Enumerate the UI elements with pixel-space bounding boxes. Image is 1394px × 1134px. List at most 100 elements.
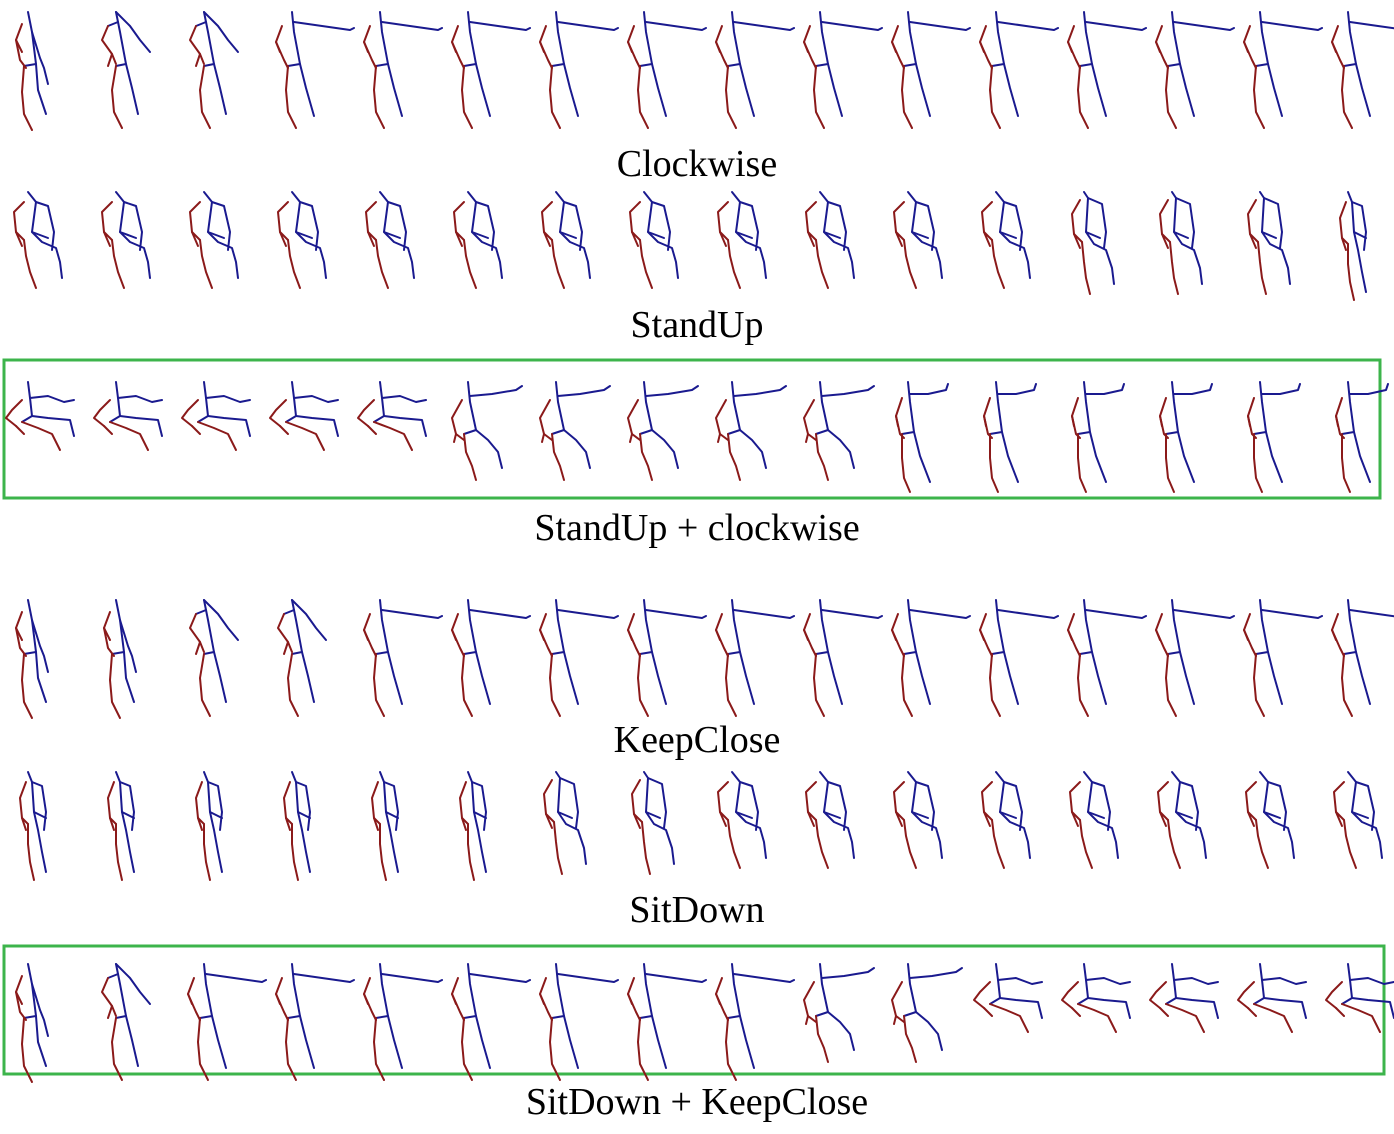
upper-body-limb <box>109 415 121 423</box>
skeleton-frame <box>101 191 151 289</box>
lower-limb <box>283 781 293 825</box>
lower-limb <box>895 231 903 247</box>
lower-limb <box>107 781 117 825</box>
upper-body-limb <box>1165 431 1179 435</box>
highlight-box <box>2 358 1382 500</box>
skeleton-frame <box>539 963 619 1081</box>
lower-limb <box>989 653 1001 717</box>
lower-limb <box>451 41 457 53</box>
upper-body-limb <box>735 231 753 239</box>
lower-limb <box>717 781 729 821</box>
lower-limb <box>727 433 741 481</box>
lower-limb <box>27 823 35 881</box>
lower-limb <box>1341 237 1347 251</box>
upper-body-limb <box>911 201 943 279</box>
upper-body-limb <box>469 973 531 983</box>
lower-limb <box>903 819 917 869</box>
upper-body-limb <box>551 63 565 67</box>
skeleton-frame <box>269 381 339 451</box>
upper-body-limb <box>119 619 135 703</box>
lower-limb <box>453 201 465 241</box>
upper-body-limb <box>375 63 389 67</box>
upper-body-limb <box>1263 781 1295 859</box>
skeleton-frame <box>893 771 943 869</box>
upper-body-limb <box>1173 197 1203 285</box>
upper-body-limb <box>645 973 707 983</box>
lower-limb <box>641 821 651 875</box>
lower-limb <box>1257 241 1267 295</box>
lower-limb <box>197 421 237 451</box>
upper-body-limb <box>375 1015 389 1019</box>
upper-body-limb <box>823 231 841 239</box>
lower-limb <box>715 399 729 441</box>
lower-limb <box>379 823 387 881</box>
skeleton-frame <box>891 11 971 129</box>
upper-body-limb <box>383 781 399 873</box>
lower-limb <box>633 813 641 829</box>
lower-limb <box>815 1015 829 1063</box>
upper-body-limb <box>209 811 223 819</box>
upper-body-limb <box>907 771 935 831</box>
upper-body-limb <box>27 381 75 437</box>
upper-body-limb <box>285 415 297 423</box>
upper-body-limb <box>991 63 1005 67</box>
skeleton-frame <box>1067 599 1147 717</box>
skeleton-frame <box>453 191 503 289</box>
lower-limb <box>545 813 553 829</box>
lower-limb <box>637 65 649 129</box>
lower-limb <box>1073 233 1081 249</box>
lower-limb <box>109 421 149 451</box>
upper-body-limb <box>639 429 653 435</box>
lower-limb <box>1071 811 1079 827</box>
lower-limb <box>1067 629 1073 641</box>
lower-limb <box>1247 199 1259 243</box>
lower-limb <box>291 823 299 881</box>
upper-body-limb <box>1351 811 1369 819</box>
upper-body-limb <box>471 201 503 279</box>
upper-body-limb <box>1349 21 1394 30</box>
upper-body-limb <box>27 191 55 251</box>
lower-limb <box>1341 1003 1381 1033</box>
lower-limb <box>1165 65 1177 129</box>
lower-limb <box>629 433 633 443</box>
lower-limb <box>189 201 201 241</box>
lower-limb <box>541 433 545 443</box>
upper-body-limb <box>1261 977 1307 985</box>
skeleton-frame <box>973 963 1043 1033</box>
lower-limb <box>101 25 117 65</box>
upper-body-limb <box>1171 191 1195 249</box>
lower-limb <box>627 41 633 53</box>
lower-limb <box>461 653 473 717</box>
lower-limb <box>181 399 199 427</box>
skeleton-frame <box>1149 963 1219 1033</box>
lower-limb <box>21 1017 33 1083</box>
lower-limb <box>989 65 1001 129</box>
lower-limb <box>195 641 201 655</box>
lower-limb <box>1169 241 1179 295</box>
upper-body-limb <box>1259 191 1283 249</box>
upper-body-limb <box>207 231 225 239</box>
upper-body-limb <box>999 231 1017 239</box>
skeleton-frame <box>627 599 707 717</box>
upper-body-limb <box>203 63 215 67</box>
skeleton-frame <box>629 191 679 289</box>
lower-limb <box>727 819 741 869</box>
lower-limb <box>285 421 325 451</box>
lower-limb <box>1243 41 1249 53</box>
upper-body-limb <box>291 381 339 437</box>
skeleton-frame <box>275 963 355 1081</box>
lower-limb <box>461 65 473 129</box>
lower-limb <box>187 993 193 1005</box>
skeleton-frame <box>195 771 223 881</box>
upper-body-limb <box>819 191 847 251</box>
upper-body-limb <box>989 431 1003 435</box>
lower-limb <box>1255 819 1269 869</box>
lower-limb <box>1159 199 1171 243</box>
upper-body-limb <box>197 415 209 423</box>
lower-limb <box>901 433 911 493</box>
skeleton-frame <box>451 11 531 129</box>
lower-limb <box>363 629 369 641</box>
upper-body-limb <box>995 963 1043 1019</box>
upper-body-limb <box>1173 231 1189 239</box>
upper-body-limb <box>1255 651 1269 655</box>
